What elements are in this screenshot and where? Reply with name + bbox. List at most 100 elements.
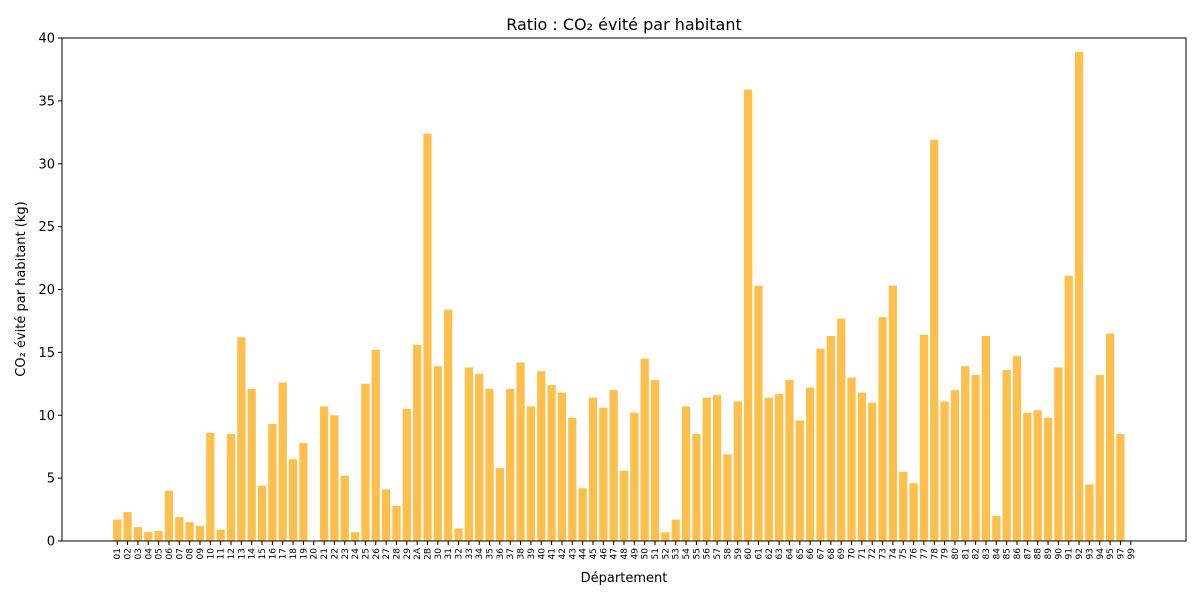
bar-68 <box>826 336 835 541</box>
x-tick-label: 70 <box>848 548 858 560</box>
bar-55 <box>692 434 701 541</box>
y-tick-label: 10 <box>38 409 55 424</box>
bar-40 <box>537 371 546 541</box>
bar-42 <box>557 392 567 541</box>
bar-74 <box>888 285 898 541</box>
bar-97 <box>1116 434 1125 541</box>
bar-85 <box>1002 369 1011 541</box>
x-tick-label: 59 <box>734 548 744 560</box>
bar-50 <box>640 358 649 541</box>
bar-21 <box>319 406 329 541</box>
bar-05 <box>154 530 163 541</box>
x-tick-label: 35 <box>486 548 496 559</box>
x-tick-label: 11 <box>217 548 227 559</box>
bar-66 <box>806 387 815 541</box>
x-tick-label: 97 <box>1116 548 1126 559</box>
x-tick-label: 2B <box>424 548 434 560</box>
x-tick-label: 21 <box>320 548 330 559</box>
bar-01 <box>113 519 122 541</box>
x-tick-label: 19 <box>299 548 309 560</box>
x-tick-label: 53 <box>672 548 682 559</box>
bar-84 <box>992 515 1001 541</box>
x-tick-label: 52 <box>661 548 671 559</box>
x-tick-label: 49 <box>630 548 640 560</box>
bar-06 <box>164 490 174 541</box>
x-axis-ticks: 01 02 03 04 05 06 07 08 09 10 11 12 13 14 15 16 17 18 19 20… <box>113 541 1137 560</box>
bar-18 <box>288 459 298 541</box>
x-tick-label: 58 <box>723 548 733 560</box>
x-tick-label: 74 <box>889 548 899 560</box>
bar-2A <box>413 344 422 541</box>
x-tick-label: 84 <box>992 548 1002 560</box>
chart-title: Ratio : CO₂ évité par habitant <box>506 15 742 34</box>
x-tick-label: 40 <box>537 548 547 560</box>
x-tick-label: 80 <box>951 548 961 560</box>
bar-15 <box>257 485 267 541</box>
y-tick-label: 25 <box>38 220 55 235</box>
x-tick-label: 07 <box>175 548 185 559</box>
bar-27 <box>381 489 391 541</box>
x-tick-label: 43 <box>568 548 578 559</box>
bar-38 <box>516 362 525 541</box>
x-tick-label: 45 <box>589 548 599 559</box>
bar-2B <box>423 133 432 541</box>
bar-57 <box>712 395 722 541</box>
x-tick-label: 14 <box>248 548 258 560</box>
bar-11 <box>216 529 225 541</box>
bar-56 <box>702 397 711 541</box>
x-tick-label: 57 <box>713 548 723 559</box>
bar-29 <box>402 408 411 541</box>
bar-94 <box>1095 375 1104 541</box>
x-tick-label: 48 <box>620 548 630 560</box>
y-axis-ticks: 0 5 10 15 20 25 30 35 40 <box>38 32 62 550</box>
bar-61 <box>754 285 763 541</box>
x-tick-label: 36 <box>496 548 506 560</box>
bar-75 <box>899 471 908 541</box>
x-tick-label: 77 <box>920 548 930 559</box>
x-tick-label: 44 <box>579 548 589 560</box>
x-tick-label: 71 <box>858 548 868 559</box>
x-tick-label: 30 <box>434 548 444 560</box>
x-tick-label: 09 <box>196 548 206 560</box>
bar-63 <box>775 393 784 541</box>
x-tick-label: 76 <box>910 548 920 560</box>
bar-34 <box>475 373 484 541</box>
bar-19 <box>299 442 308 541</box>
x-tick-label: 32 <box>455 548 465 559</box>
x-tick-label: 63 <box>775 548 785 559</box>
bar-91 <box>1064 275 1073 541</box>
bar-47 <box>609 390 618 541</box>
bar-78 <box>930 139 939 542</box>
bar-03 <box>133 527 143 541</box>
bar-60 <box>743 89 753 541</box>
bar-12 <box>226 434 236 541</box>
bar-32 <box>454 528 463 541</box>
bar-44 <box>578 488 587 541</box>
bar-35 <box>485 388 494 541</box>
x-tick-label: 85 <box>1003 548 1013 559</box>
x-tick-label: 99 <box>1127 548 1137 560</box>
bar-73 <box>878 317 887 541</box>
y-tick-label: 20 <box>38 283 55 298</box>
x-tick-label: 86 <box>1013 548 1023 560</box>
x-tick-label: 62 <box>765 548 775 559</box>
bar-04 <box>144 532 153 541</box>
x-tick-label: 12 <box>227 548 237 559</box>
bar-07 <box>175 517 184 541</box>
y-tick-label: 0 <box>47 535 55 550</box>
x-tick-label: 04 <box>144 548 154 560</box>
x-tick-label: 06 <box>165 548 175 560</box>
x-tick-label: 79 <box>941 548 951 560</box>
bar-24 <box>350 532 360 541</box>
bar-17 <box>278 382 287 541</box>
bar-53 <box>671 519 680 541</box>
x-tick-label: 22 <box>330 548 340 559</box>
bars-group <box>113 51 1125 542</box>
x-tick-label: 39 <box>527 548 537 560</box>
x-tick-label: 24 <box>351 548 361 560</box>
x-tick-label: 02 <box>124 548 134 559</box>
bar-59 <box>733 401 742 541</box>
bar-23 <box>340 475 349 541</box>
bar-22 <box>330 415 339 541</box>
bar-67 <box>816 348 825 541</box>
